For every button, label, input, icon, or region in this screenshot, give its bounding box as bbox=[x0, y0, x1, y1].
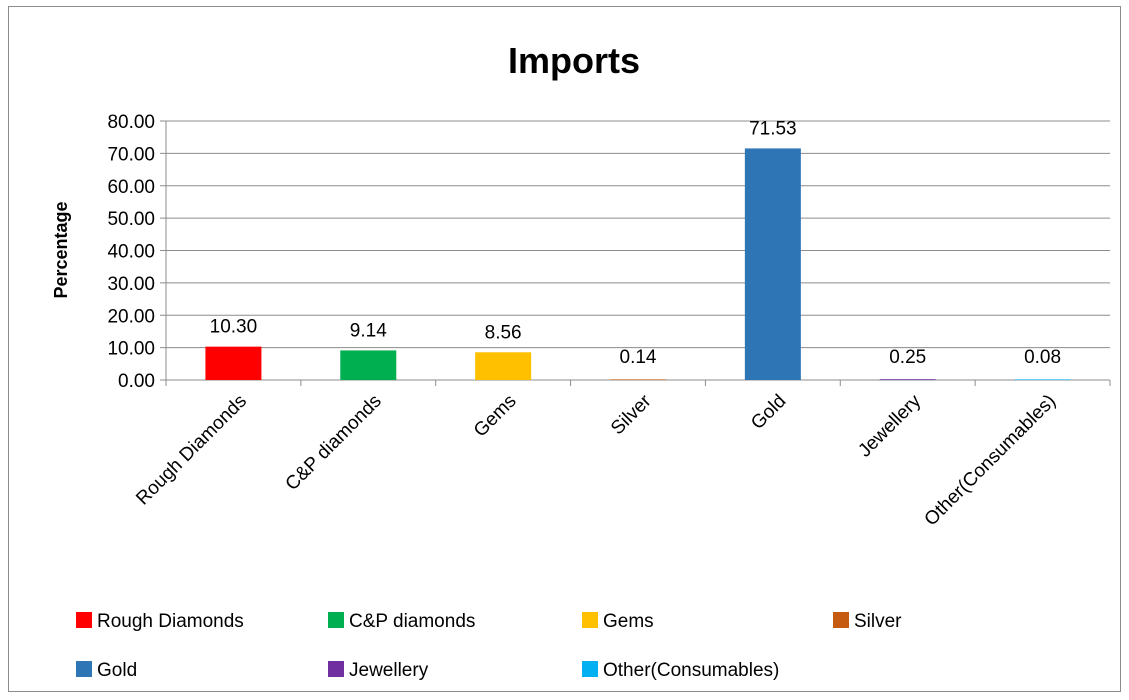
data-label-gems: 8.56 bbox=[485, 322, 522, 343]
x-tick-label-gems: Gems bbox=[470, 391, 521, 442]
x-tick-labels: Rough Diamonds C&P diamonds Gems Silver Gold… bbox=[132, 390, 1060, 530]
y-tick-label: 20.00 bbox=[107, 306, 155, 327]
legend-label-silver: Silver bbox=[854, 611, 902, 632]
bars bbox=[205, 148, 1071, 380]
data-label-rough-diamonds: 10.30 bbox=[210, 317, 258, 338]
y-tick-labels: 0.00 10.00 20.00 30.00 40.00 50.00 60.00 70.00 8… bbox=[107, 112, 155, 392]
data-labels: 10.30 9.14 8.56 0.14 71.53 0.25 0.08 bbox=[210, 118, 1061, 368]
legend-swatch-c-p-diamonds bbox=[328, 612, 344, 628]
legend-swatch-silver bbox=[833, 612, 849, 628]
legend-swatch-other-consumables bbox=[582, 661, 598, 677]
data-label-c-p-diamonds: 9.14 bbox=[350, 320, 387, 341]
legend-label-gems: Gems bbox=[603, 611, 654, 632]
legend-label-gold: Gold bbox=[97, 660, 137, 681]
bar-c-p-diamonds bbox=[340, 350, 397, 380]
data-label-gold: 71.53 bbox=[749, 118, 797, 139]
chart-frame bbox=[8, 6, 1121, 692]
legend-label-jewellery: Jewellery bbox=[349, 660, 429, 681]
data-label-other-consumables: 0.08 bbox=[1024, 347, 1061, 368]
legend-label-other-consumables: Other(Consumables) bbox=[603, 660, 779, 681]
x-tick-label-silver: Silver bbox=[607, 390, 656, 439]
x-tick-label-gold: Gold bbox=[747, 391, 790, 434]
legend-swatch-rough-diamonds bbox=[76, 612, 92, 628]
bar-other-consumables bbox=[1014, 379, 1071, 380]
data-label-jewellery: 0.25 bbox=[889, 347, 926, 368]
y-tick-label: 70.00 bbox=[107, 144, 155, 165]
legend-swatch-gold bbox=[76, 661, 92, 677]
legend-swatch-jewellery bbox=[328, 661, 344, 677]
y-tick-label: 0.00 bbox=[118, 371, 155, 392]
bar-rough-diamonds bbox=[205, 346, 262, 380]
bar-gems bbox=[475, 352, 532, 380]
y-axis-title: Percentage bbox=[51, 201, 71, 298]
x-tick-label-jewellery: Jewellery bbox=[854, 390, 925, 461]
y-tick-label: 60.00 bbox=[107, 177, 155, 198]
y-tick-label: 50.00 bbox=[107, 209, 155, 230]
y-tick-label: 40.00 bbox=[107, 242, 155, 263]
legend: Rough Diamonds C&P diamonds Gems Silver Gold… bbox=[76, 611, 902, 681]
x-tick-label-other-consumables: Other(Consumables) bbox=[921, 391, 1061, 531]
y-tick-label: 80.00 bbox=[107, 112, 155, 133]
x-tick-label-rough-diamonds: Rough Diamonds bbox=[132, 391, 251, 510]
x-tick-label-c-p-diamonds: C&P diamonds bbox=[282, 391, 386, 495]
bar-jewellery bbox=[879, 379, 936, 380]
bar-silver bbox=[610, 379, 666, 380]
y-tick-label: 10.00 bbox=[107, 339, 155, 360]
gridlines bbox=[160, 120, 1111, 386]
legend-label-rough-diamonds: Rough Diamonds bbox=[97, 611, 244, 632]
data-label-silver: 0.14 bbox=[620, 347, 657, 368]
bar-gold bbox=[744, 148, 801, 380]
chart-title: Imports bbox=[508, 40, 640, 81]
y-tick-label: 30.00 bbox=[107, 274, 155, 295]
legend-label-c-p-diamonds: C&P diamonds bbox=[349, 611, 475, 632]
legend-swatch-gems bbox=[582, 612, 598, 628]
